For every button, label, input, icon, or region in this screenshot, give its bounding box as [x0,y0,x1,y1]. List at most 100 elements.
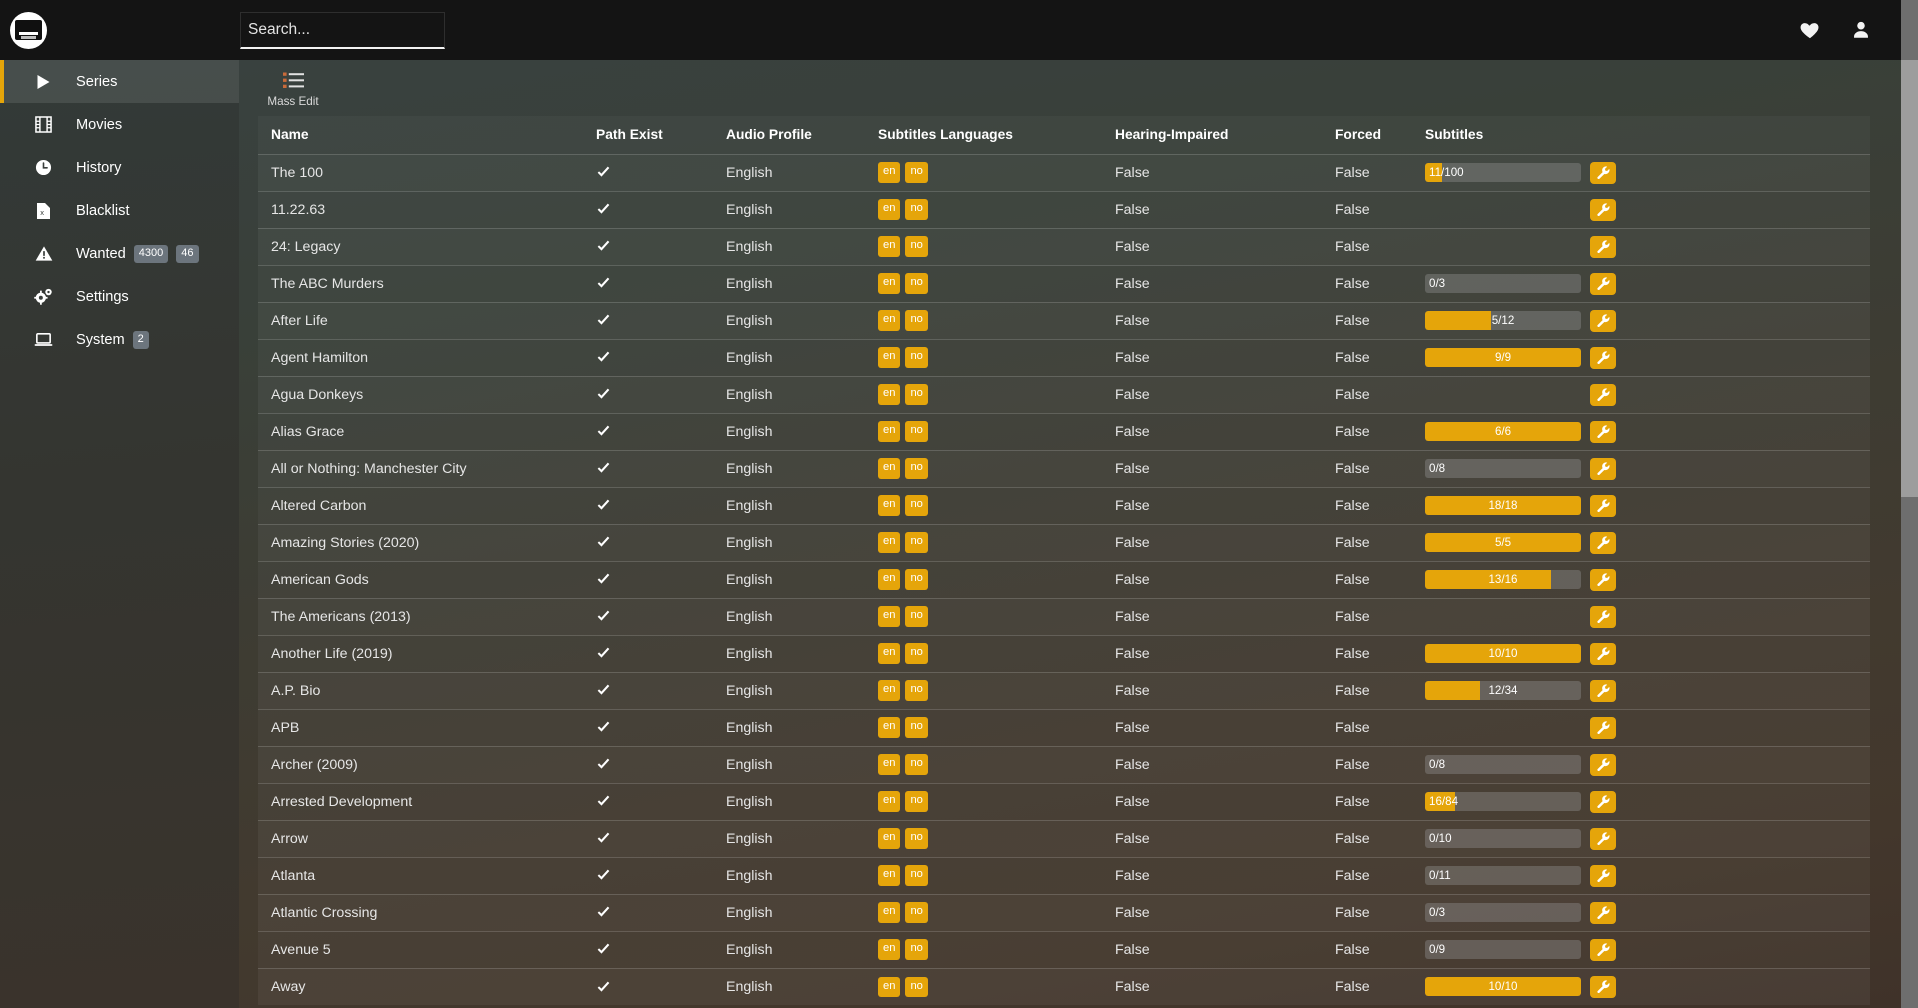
row-edit-button[interactable] [1590,531,1616,554]
cell-name[interactable]: Away [258,967,596,1005]
row-edit-button[interactable] [1590,975,1616,998]
row-edit-button[interactable] [1590,605,1616,628]
row-edit-button[interactable] [1590,938,1616,961]
table-row[interactable]: The ABC Murders English en no False False 0/3 [258,264,1870,302]
row-edit-button[interactable] [1590,161,1616,184]
cell-name[interactable]: Alias Grace [258,412,596,450]
row-edit-button[interactable] [1590,272,1616,295]
cell-name[interactable]: Agent Hamilton [258,338,596,376]
column-header-name[interactable]: Name [271,127,309,143]
cell-name[interactable]: American Gods [258,560,596,598]
table-row[interactable]: Agent Hamilton English en no False False 9/9 [258,338,1870,376]
table-row[interactable]: Agua Donkeys English en no False False [258,375,1870,413]
row-edit-button[interactable] [1590,494,1616,517]
cell-name[interactable]: Atlanta [258,856,596,894]
column-header-subtitles[interactable]: Subtitles [1425,127,1484,143]
search-box[interactable] [240,11,445,49]
cell-name[interactable]: Archer (2009) [258,745,596,783]
cell-name[interactable]: After Life [258,301,596,339]
sidebar-item-history[interactable]: History [0,146,239,189]
cell-name[interactable]: 11.22.63 [258,190,596,228]
table-row[interactable]: Away English en no False False 10/10 [258,967,1870,1005]
row-edit-button[interactable] [1590,235,1616,258]
row-edit-button[interactable] [1590,198,1616,221]
cell-path-exist [596,819,726,857]
sidebar-item-movies[interactable]: Movies [0,103,239,146]
table-row[interactable]: Arrested Development English en no False Fals… [258,782,1870,820]
cell-name[interactable]: 24: Legacy [258,227,596,265]
table-row[interactable]: A.P. Bio English en no False False 12/34 [258,671,1870,709]
table-row[interactable]: Archer (2009) English en no False False 0/8 [258,745,1870,783]
table-row[interactable]: Avenue 5 English en no False False 0/9 [258,930,1870,968]
column-header-audio-profile[interactable]: Audio Profile [726,127,812,143]
vertical-scrollbar-thumb[interactable] [1901,60,1918,497]
cell-name[interactable]: Avenue 5 [258,930,596,968]
table-row[interactable]: Atlantic Crossing English en no False False 0/… [258,893,1870,931]
sidebar-item-system[interactable]: System 2 [0,318,239,361]
row-edit-button[interactable] [1590,679,1616,702]
mass-edit-button[interactable]: Mass Edit [258,68,328,108]
table-row[interactable]: APB English en no False False [258,708,1870,746]
sidebar-item-blacklist[interactable]: x Blacklist [0,189,239,232]
table-row[interactable]: American Gods English en no False False 13/16 [258,560,1870,598]
table-row[interactable]: The Americans (2013) English en no False Fals… [258,597,1870,635]
row-edit-button[interactable] [1590,346,1616,369]
cell-name[interactable]: Altered Carbon [258,486,596,524]
table-row[interactable]: Altered Carbon English en no False False 18/18 [258,486,1870,524]
cell-name[interactable]: Agua Donkeys [258,375,596,413]
table-row[interactable]: After Life English en no False False 5/12 [258,301,1870,339]
table-row[interactable]: Another Life (2019) English en no False False… [258,634,1870,672]
subtitles-progress-bar: 6/6 [1425,422,1581,441]
row-edit-button[interactable] [1590,420,1616,443]
table-row[interactable]: Atlanta English en no False False 0/11 [258,856,1870,894]
table-row[interactable]: All or Nothing: Manchester City English en… [258,449,1870,487]
cell-name[interactable]: A.P. Bio [258,671,596,709]
table-row[interactable]: 11.22.63 English en no False False [258,190,1870,228]
table-row[interactable]: 24: Legacy English en no False False [258,227,1870,265]
row-edit-button[interactable] [1590,753,1616,776]
row-edit-button[interactable] [1590,716,1616,739]
row-edit-button[interactable] [1590,642,1616,665]
sidebar-label-series: Series [76,73,118,90]
cell-name[interactable]: Arrested Development [258,782,596,820]
cell-audio-profile: English [726,745,878,783]
cell-hearing-impaired: False [1115,486,1335,524]
cell-name[interactable]: Amazing Stories (2020) [258,523,596,561]
search-input[interactable] [240,11,445,49]
row-edit-button[interactable] [1590,383,1616,406]
table-row[interactable]: The 100 English en no False False 11/100 [258,153,1870,191]
column-header-subtitles-languages[interactable]: Subtitles Languages [878,127,1013,143]
row-edit-button[interactable] [1590,568,1616,591]
table-row[interactable]: Amazing Stories (2020) English en no False Fa… [258,523,1870,561]
subtitles-progress-bar: 5/12 [1425,311,1581,330]
cell-audio-profile: English [726,560,878,598]
cell-name[interactable]: All or Nothing: Manchester City [258,449,596,487]
user-icon[interactable] [1850,19,1872,41]
sidebar-item-settings[interactable]: Settings [0,275,239,318]
table-row[interactable]: Arrow English en no False False 0/10 [258,819,1870,857]
cell-name[interactable]: APB [258,708,596,746]
sidebar-item-wanted[interactable]: Wanted 4300 46 [0,232,239,275]
cell-name[interactable]: The ABC Murders [258,264,596,302]
row-edit-button[interactable] [1590,827,1616,850]
row-edit-button[interactable] [1590,309,1616,332]
cell-name[interactable]: The 100 [258,153,596,191]
heart-icon[interactable] [1799,19,1821,41]
column-header-hearing-impaired[interactable]: Hearing-Impaired [1115,127,1229,143]
row-edit-button[interactable] [1590,864,1616,887]
column-header-path-exist[interactable]: Path Exist [596,127,663,143]
sidebar-item-series[interactable]: Series [0,60,239,103]
cell-name[interactable]: Arrow [258,819,596,857]
sidebar: Series Movies History x Blacklist [0,60,239,1008]
app-logo[interactable] [0,0,57,60]
cell-name[interactable]: The Americans (2013) [258,597,596,635]
row-edit-button[interactable] [1590,790,1616,813]
cell-subtitles-languages: en no [878,745,1115,783]
cell-name[interactable]: Atlantic Crossing [258,893,596,931]
table-row[interactable]: Alias Grace English en no False False 6/6 [258,412,1870,450]
column-header-forced[interactable]: Forced [1335,127,1381,143]
row-edit-button[interactable] [1590,457,1616,480]
vertical-scrollbar-track[interactable] [1901,60,1918,1008]
row-edit-button[interactable] [1590,901,1616,924]
cell-name[interactable]: Another Life (2019) [258,634,596,672]
